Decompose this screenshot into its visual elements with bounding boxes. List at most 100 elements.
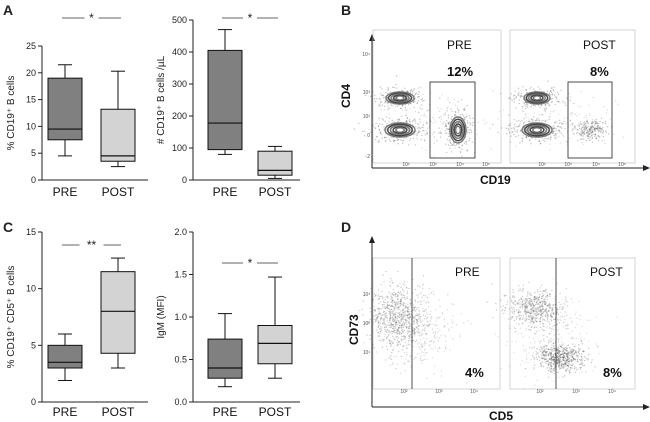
flow-d-y-label: CD73 — [347, 314, 361, 345]
iqr-box — [100, 271, 136, 354]
flow-b-y-label: CD4 — [339, 84, 353, 108]
category-label: POST — [259, 405, 292, 419]
y-tick-label: 300 — [172, 79, 187, 89]
flow-d-post-title: POST — [590, 265, 623, 279]
y-axis-label: % CD19⁺ CD5⁺ B cells — [6, 266, 17, 369]
flow-y-tick: 10³ — [363, 292, 371, 298]
flow-d-x-label: CD5 — [489, 409, 513, 422]
boxplot-igm_mfi: 0.0 0.5 1.0 1.5 2.0 IgM (MFI) PRE POST * — [156, 227, 300, 419]
flow-dot-cloud — [483, 80, 624, 151]
significance-label: * — [248, 256, 253, 270]
y-axis-label: IgM (MFI) — [156, 295, 167, 338]
box-pre — [207, 313, 243, 388]
category-label: POST — [102, 405, 135, 419]
iqr-box — [207, 338, 243, 379]
flow-x-tick: 10² — [400, 389, 408, 395]
iqr-box — [257, 150, 293, 176]
y-tick-label: 500 — [172, 15, 187, 25]
iqr-box — [47, 77, 83, 141]
flow-b-pre-gate — [429, 81, 476, 159]
y-tick-label: 0 — [31, 397, 36, 407]
significance-label: * — [248, 11, 253, 25]
flow-b-post-percent: 8% — [590, 64, 609, 79]
panel-letter-c: C — [3, 219, 13, 235]
flow-x-tick: 10² — [402, 162, 410, 168]
flow-x-tick: 10³ — [435, 389, 443, 395]
flow-b-pre-title: PRE — [447, 38, 472, 52]
flow-b-x-arrow — [643, 165, 650, 171]
significance-label: ** — [87, 238, 97, 252]
flow-y-tick: -2 — [366, 154, 371, 160]
flow-b-post-frame — [509, 29, 636, 164]
iqr-box — [207, 49, 243, 151]
y-tick-label: 20 — [26, 68, 36, 78]
y-tick-label: 15 — [26, 227, 36, 237]
iqr-box — [257, 325, 293, 365]
flow-d-x-arrow — [643, 404, 650, 410]
flow-b-pre-percent: 12% — [447, 64, 473, 79]
box-pre — [47, 333, 83, 381]
y-axis-label: # CD19⁺ B cells /µL — [156, 55, 167, 144]
boxplot-pct_cd19: 0 5 10 15 20 25 % CD19⁺ B cells PRE POST * — [6, 11, 148, 199]
y-tick-label: 5 — [31, 148, 36, 158]
y-tick-label: 1.0 — [174, 312, 187, 322]
y-tick-label: 1.5 — [174, 270, 187, 280]
flow-x-tick: 10³ — [564, 162, 572, 168]
flow-b-pre-frame — [372, 29, 502, 164]
flow-b-x-label: CD19 — [480, 173, 511, 187]
y-tick-label: 0.0 — [174, 397, 187, 407]
flow-b-ticks: 10⁴ 10³ 10² 0 -2 10² 10² 10³ 10³ 10⁴ 10⁴ 10⁵ 10⁵ — [362, 52, 626, 168]
box-post — [100, 257, 136, 369]
y-tick-label: 0 — [182, 175, 187, 185]
flow-x-tick: 10⁴ — [592, 162, 600, 168]
iqr-box — [100, 108, 136, 162]
panel-letter-a: A — [3, 2, 13, 18]
y-tick-label: 25 — [26, 41, 36, 51]
box-pre — [207, 29, 243, 155]
panel-letter-b: B — [341, 2, 351, 18]
category-label: POST — [259, 185, 292, 199]
boxplot-pct_cd19_cd5: 0 5 10 15 % CD19⁺ CD5⁺ B cells PRE POST ** — [6, 227, 148, 419]
y-tick-label: 200 — [172, 111, 187, 121]
y-tick-label: 10 — [26, 121, 36, 131]
panel-letter-d: D — [341, 219, 351, 235]
flow-d-y-arrow — [369, 236, 375, 243]
flow-x-tick: 10³ — [429, 162, 437, 168]
y-tick-label: 100 — [172, 143, 187, 153]
flow-y-tick: 10¹ — [363, 350, 371, 356]
flow-x-tick: 10⁴ — [608, 389, 616, 395]
flow-b-post-gate — [567, 81, 613, 159]
category-label: PRE — [213, 405, 238, 419]
flow-dot-cloud — [352, 270, 472, 384]
flow-d-post-percent: 8% — [603, 365, 622, 380]
category-label: PRE — [213, 185, 238, 199]
y-tick-label: 2.0 — [174, 227, 187, 237]
flow-x-tick: 10⁴ — [456, 162, 464, 168]
flow-d-post-frame — [509, 257, 636, 390]
flow-y-tick: 10⁴ — [362, 52, 370, 58]
category-label: PRE — [53, 185, 78, 199]
flow-y-tick: 0 — [367, 133, 370, 139]
box-pre — [47, 64, 83, 157]
flow-x-tick: 10⁵ — [482, 162, 490, 168]
y-tick-label: 400 — [172, 47, 187, 57]
box-post — [100, 70, 136, 168]
category-label: POST — [102, 185, 135, 199]
flow-x-tick: 10⁵ — [618, 162, 626, 168]
flow-y-tick: 10² — [363, 321, 371, 327]
flow-b-post-title: POST — [583, 38, 616, 52]
y-tick-label: 0 — [31, 175, 36, 185]
box-post — [257, 276, 293, 379]
flow-b-y-arrow — [369, 34, 375, 41]
flow-y-tick: 10² — [363, 114, 371, 120]
flow-y-tick: 10³ — [363, 90, 371, 96]
flow-x-tick: 10² — [536, 389, 544, 395]
category-label: PRE — [53, 405, 78, 419]
flow-d-pre-frame — [372, 257, 501, 390]
flow-d-ticks: 10³ 10² 10¹ 10² 10² 10³ 10³ 10⁴ 10⁴ — [363, 292, 616, 395]
flow-d-pre-title: PRE — [455, 265, 480, 279]
flow-x-tick: 10³ — [572, 389, 580, 395]
box-post — [257, 145, 293, 179]
